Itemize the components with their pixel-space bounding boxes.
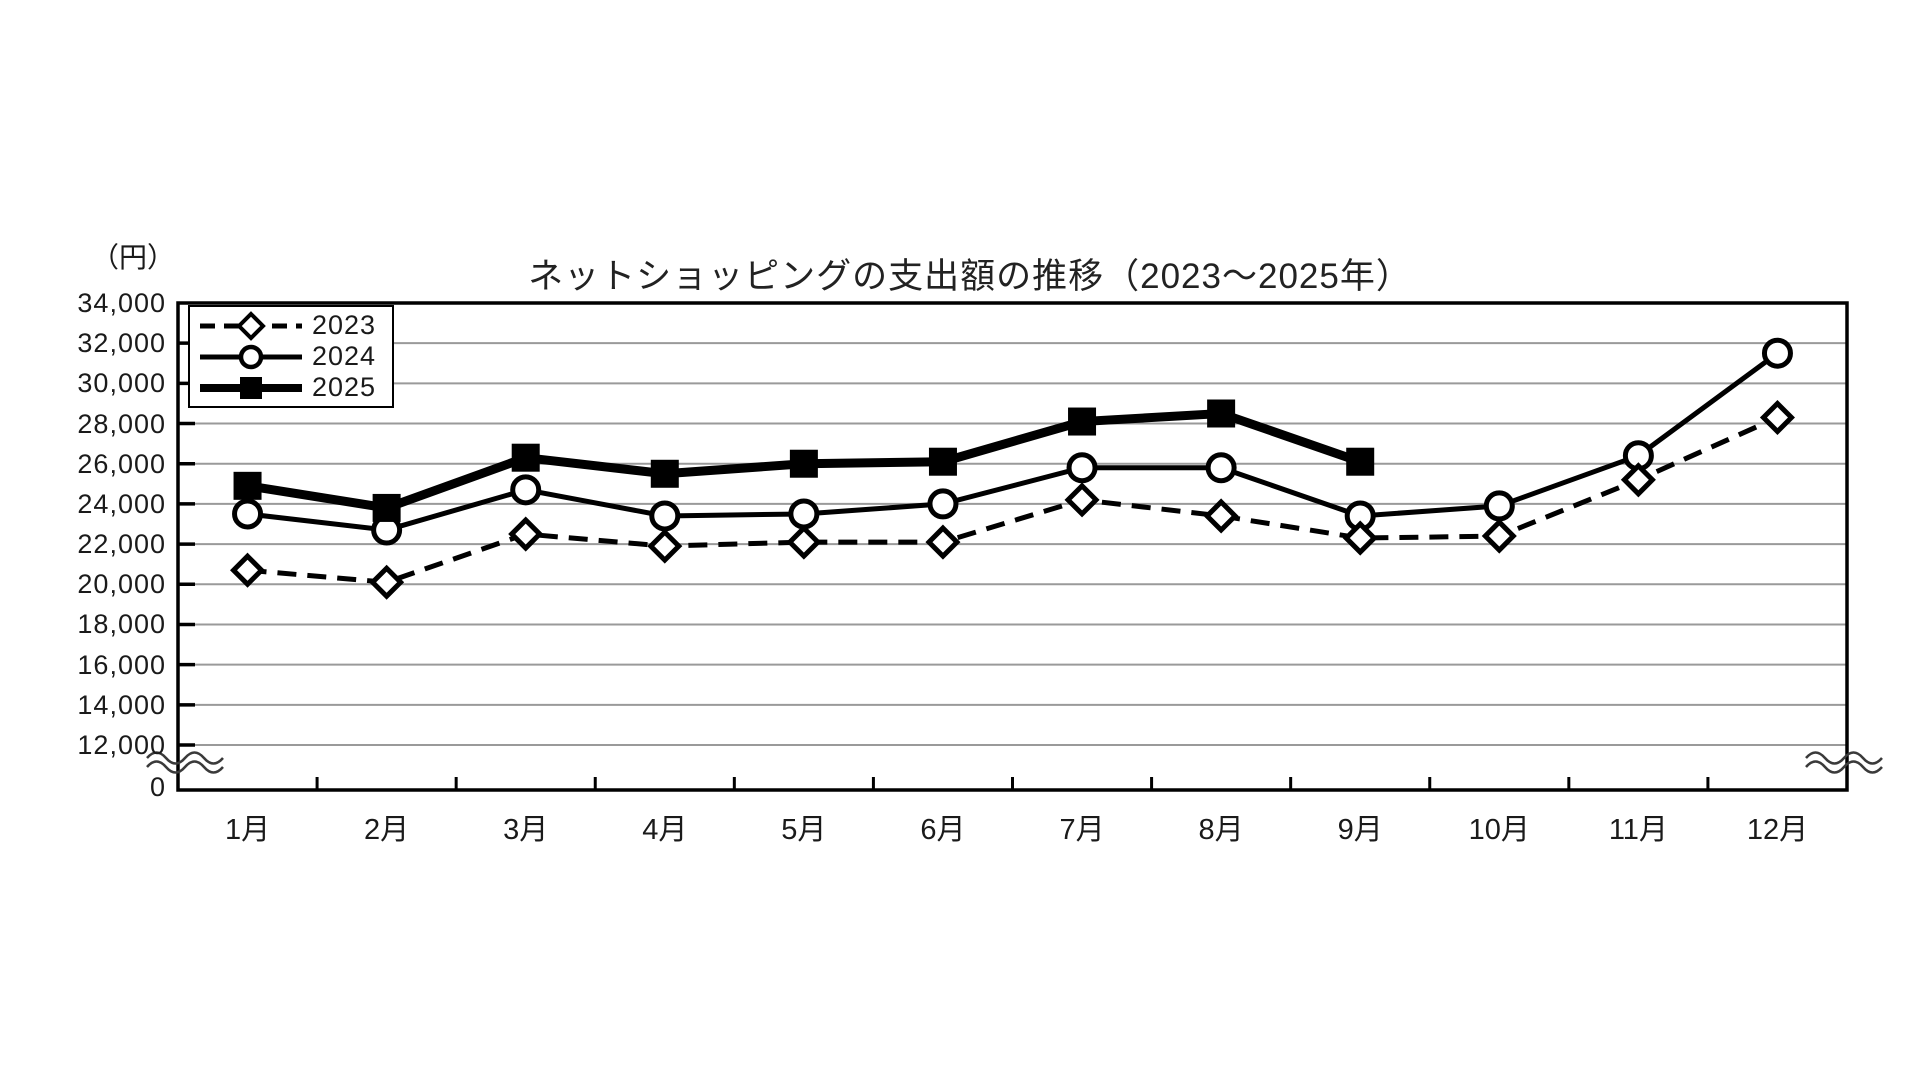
y-axis-tick-label: 24,000	[77, 488, 166, 519]
y-axis-tick-label: 34,000	[77, 288, 166, 318]
x-axis-tick-label: 4月	[642, 814, 688, 846]
series-2023-line	[247, 415, 1779, 585]
series-2025-marker	[511, 443, 540, 472]
series-2024-marker	[1205, 452, 1237, 484]
y-axis-tick-label: 32,000	[77, 328, 166, 359]
x-axis-tick-label: 2月	[364, 814, 410, 846]
y-axis-tick-label: 18,000	[77, 609, 166, 640]
series-2023-marker	[1342, 520, 1378, 556]
x-axis-tick-label: 1月	[224, 814, 271, 846]
series-2025-marker	[650, 459, 679, 488]
x-axis-tick-label: 12月	[1746, 814, 1809, 846]
chart-title: ネットショッピングの支出額の推移（2023～2025年）	[528, 257, 1412, 296]
x-axis-tick-label: 5月	[781, 814, 827, 846]
series-2023-marker	[786, 524, 822, 560]
y-axis-tick-label: 26,000	[77, 448, 166, 479]
series-2023-marker	[925, 524, 961, 560]
series-2023-marker	[1481, 518, 1517, 554]
legend-label: 2024	[312, 341, 377, 371]
legend-2025-solid-square-icon	[200, 376, 302, 399]
legend-2023-dashed-diamond-icon	[200, 310, 302, 341]
series-2025-marker	[1207, 399, 1236, 428]
x-axis-tick-label: 7月	[1059, 814, 1105, 846]
axis-break-wave-right	[1805, 751, 1883, 765]
series-2024-marker	[1761, 337, 1793, 369]
series-2024-marker	[788, 498, 820, 530]
series-2023-marker	[1759, 399, 1795, 436]
legend-label: 2025	[312, 372, 377, 402]
series-2024-marker	[232, 498, 264, 530]
y-axis-tick-label: 20,000	[77, 569, 166, 600]
series-2023-marker	[508, 516, 544, 552]
y-axis-tick-label: 22,000	[77, 529, 166, 560]
series-2023-marker	[1620, 462, 1656, 498]
series-2024-marker	[510, 474, 542, 506]
series-2025-marker	[928, 447, 957, 476]
series-2023-marker	[1203, 498, 1239, 534]
x-axis-tick-label: 6月	[920, 814, 966, 846]
series-2023-marker	[647, 528, 683, 564]
legend-item-2024: 2024	[198, 341, 388, 372]
axis-break-wave-left	[146, 751, 224, 765]
y-axis-tick-label: 28,000	[77, 408, 166, 439]
y-axis-tick-label: 0	[149, 772, 166, 802]
series-2025-marker	[789, 449, 818, 478]
y-axis-tick-label: 30,000	[77, 368, 166, 399]
y-axis-tick-label: 14,000	[77, 689, 166, 720]
series-2024-marker	[1483, 490, 1515, 522]
chart-legend: 2023 2024 2025	[188, 305, 394, 408]
x-axis-tick-label: 11月	[1608, 814, 1668, 846]
series-2024-marker	[927, 488, 959, 520]
plot-frame	[176, 301, 1849, 792]
x-axis-tick-label: 9月	[1337, 814, 1383, 846]
x-axis-tick-label: 8月	[1198, 814, 1244, 846]
series-2025-marker	[1346, 447, 1375, 476]
series-2025-marker	[1068, 407, 1097, 436]
series-2023-marker	[1064, 482, 1100, 518]
legend-item-2025: 2025	[198, 372, 388, 403]
legend-label: 2023	[312, 310, 377, 340]
axis-break-wave-left	[146, 760, 224, 774]
series-2025-marker	[233, 471, 262, 500]
series-2024-marker	[649, 500, 681, 532]
series-2024-line	[247, 351, 1779, 533]
series-2024-marker	[1066, 452, 1098, 484]
legend-item-2023: 2023	[198, 310, 388, 341]
y-axis-unit-label: （円）	[90, 242, 175, 273]
y-axis-tick-label: 16,000	[77, 649, 166, 680]
axis-break-wave-right	[1805, 760, 1883, 774]
x-axis-tick-label: 10月	[1468, 814, 1530, 846]
x-axis-tick-label: 3月	[503, 814, 549, 846]
series-2023-marker	[369, 564, 405, 600]
y-axis-tick-label: 12,000	[77, 730, 166, 760]
series-2023-marker	[230, 552, 266, 588]
series-2025-marker	[372, 493, 401, 522]
legend-2024-solid-circle-icon	[200, 344, 302, 369]
